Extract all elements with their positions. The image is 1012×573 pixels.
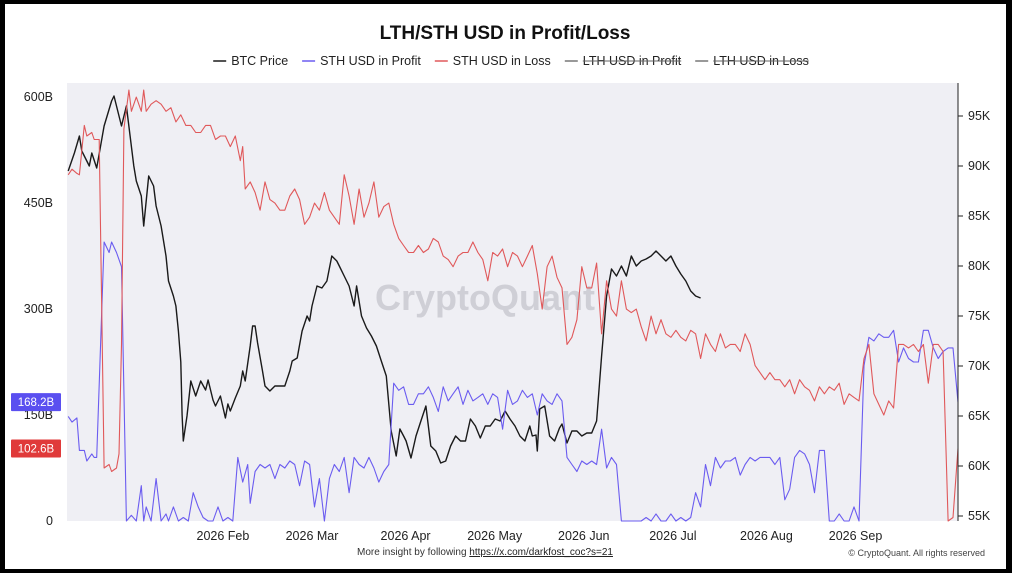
legend-item-lth-usd-in-loss[interactable]: LTH USD in Loss	[695, 54, 809, 68]
series-layer	[67, 89, 959, 522]
last-value-tags: 168.2B 102.6B	[11, 393, 61, 458]
series-line-btc-price	[67, 95, 701, 464]
left-tick-label: 600B	[24, 90, 53, 104]
legend-item-sth-usd-in-profit[interactable]: STH USD in Profit	[302, 54, 421, 68]
x-axis: 2026 Feb 2026 Mar 2026 Apr 2026 May 2026 Jun…	[197, 529, 883, 543]
right-tick-label: 95K	[968, 109, 991, 123]
right-tick-label: 55K	[968, 509, 991, 523]
copyright-credit: © CryptoQuant. All rights reserved	[848, 548, 985, 558]
x-tick-label: 2026 Jul	[649, 529, 696, 543]
legend-label: STH USD in Profit	[320, 54, 421, 68]
x-tick-label: 2026 Apr	[381, 529, 431, 543]
left-tick-label: 150B	[24, 408, 53, 422]
right-tick-label: 75K	[968, 309, 991, 323]
legend-item-sth-usd-in-loss[interactable]: STH USD in Loss	[434, 54, 551, 68]
tag-background	[11, 393, 61, 412]
legend-label: STH USD in Loss	[453, 54, 551, 68]
left-axis: 0 150B 300B 450B 600B	[24, 90, 53, 528]
last-value-tag: 168.2B	[11, 393, 61, 412]
x-tick-label: 2026 Sep	[829, 529, 883, 543]
x-tick-label: 2026 Mar	[286, 529, 339, 543]
right-tick-label: 65K	[968, 409, 991, 423]
legend: BTC Price STH USD in Profit STH USD in Los…	[213, 54, 809, 68]
right-tick-label: 90K	[968, 159, 991, 173]
footer-note: More insight by following https://x.com/…	[357, 547, 613, 558]
watermark: CryptoQuant	[375, 277, 595, 318]
plot-area	[67, 83, 958, 521]
legend-item-lth-usd-in-profit[interactable]: LTH USD in Profit	[564, 54, 682, 68]
left-tick-label: 450B	[24, 196, 53, 210]
x-tick-label: 2026 Feb	[197, 529, 250, 543]
left-tick-label: 0	[46, 514, 53, 528]
x-tick-label: 2026 Aug	[740, 529, 793, 543]
legend-label: BTC Price	[231, 54, 288, 68]
tag-label: 168.2B	[18, 397, 55, 409]
tag-background	[11, 439, 61, 458]
last-value-tag: 102.6B	[11, 439, 61, 458]
right-tick-label: 70K	[968, 359, 991, 373]
series-line-sth-usd-in-profit	[67, 241, 959, 522]
right-tick-label: 60K	[968, 459, 991, 473]
series-line-sth-usd-in-loss	[67, 89, 959, 522]
right-axis: 55K 60K 65K 70K 75K 80K 85K 90K 95K	[958, 109, 991, 523]
x-tick-label: 2026 May	[467, 529, 523, 543]
right-tick-label: 80K	[968, 259, 991, 273]
footer-prefix: More insight by following	[357, 547, 469, 558]
right-tick-label: 85K	[968, 209, 991, 223]
chart-panel: LTH/STH USD in Profit/Loss BTC Price STH …	[5, 4, 1006, 569]
left-tick-label: 300B	[24, 302, 53, 316]
chart-title: LTH/STH USD in Profit/Loss	[380, 23, 631, 44]
chart-canvas: LTH/STH USD in Profit/Loss BTC Price STH …	[11, 23, 991, 558]
legend-item-btc-price[interactable]: BTC Price	[213, 54, 288, 68]
x-tick-label: 2026 Jun	[558, 529, 609, 543]
tag-label: 102.6B	[18, 444, 55, 456]
footer-link[interactable]: https://x.com/darkfost_coc?s=21	[469, 547, 613, 558]
